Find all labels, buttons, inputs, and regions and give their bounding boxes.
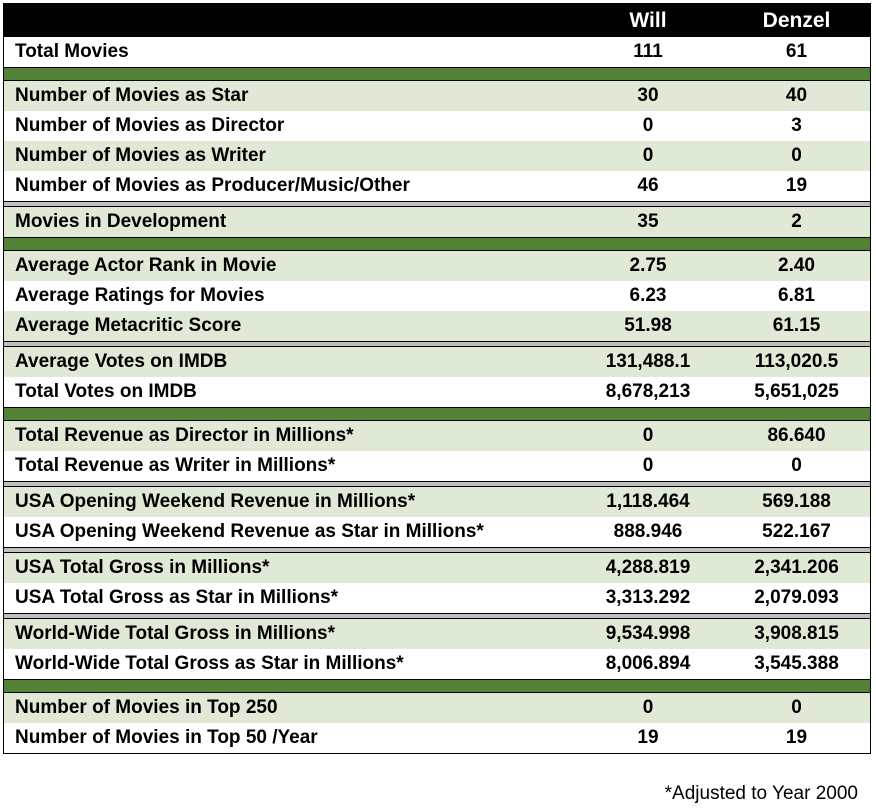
cell-denzel: 86.640 xyxy=(767,425,826,446)
section-divider-green xyxy=(4,407,870,421)
table-header: Will Denzel xyxy=(4,4,870,37)
table-row: USA Opening Weekend Revenue in Millions*… xyxy=(4,487,870,517)
row-label: Number of Movies in Top 50 /Year xyxy=(15,727,318,748)
table-row: Average Votes on IMDB 131,488.1 113,020.5 xyxy=(4,347,870,377)
cell-will: 30 xyxy=(637,85,659,106)
footnote: *Adjusted to Year 2000 xyxy=(664,783,858,804)
table-row: Number of Movies as Director 0 3 xyxy=(4,111,870,141)
header-denzel: Denzel xyxy=(762,8,831,32)
cell-will: 0 xyxy=(642,115,654,136)
table-row: USA Opening Weekend Revenue as Star in M… xyxy=(4,517,870,547)
row-label: Average Metacritic Score xyxy=(15,315,242,336)
cell-denzel: 569.188 xyxy=(762,491,831,512)
row-label: World-Wide Total Gross in Millions* xyxy=(15,623,336,644)
cell-will: 0 xyxy=(642,145,654,166)
cell-denzel: 2 xyxy=(791,211,802,232)
cell-denzel: 61.15 xyxy=(772,315,821,336)
row-label: Total Revenue as Writer in Millions* xyxy=(15,455,336,476)
row-label: Average Votes on IMDB xyxy=(15,351,228,372)
cell-will: 1,118.464 xyxy=(606,491,690,512)
section-divider-gray xyxy=(4,201,870,207)
table-row: USA Total Gross in Millions* 4,288.819 2,3… xyxy=(4,553,870,583)
section-divider-green xyxy=(4,237,870,251)
cell-will: 46 xyxy=(637,175,659,196)
table-row: USA Total Gross as Star in Millions* 3,31… xyxy=(4,583,870,613)
row-label: Movies in Development xyxy=(15,211,227,232)
section-divider-gray xyxy=(4,341,870,347)
cell-denzel: 2,341.206 xyxy=(754,557,839,578)
cell-will: 0 xyxy=(642,455,654,476)
cell-denzel: 522.167 xyxy=(762,521,831,542)
row-label: Number of Movies as Director xyxy=(15,115,285,136)
cell-denzel: 113,020.5 xyxy=(754,351,839,372)
cell-denzel: 2.40 xyxy=(778,255,815,276)
cell-will: 3,313.292 xyxy=(605,587,691,608)
table-row: Movies in Development 35 2 xyxy=(4,207,870,237)
cell-denzel: 3 xyxy=(791,115,802,136)
cell-denzel: 5,651,025 xyxy=(754,381,839,402)
row-label: USA Total Gross as Star in Millions* xyxy=(15,587,339,608)
cell-denzel: 3,908.815 xyxy=(754,623,839,644)
row-label: Total Revenue as Director in Millions* xyxy=(15,425,354,446)
section-divider-green xyxy=(4,679,870,693)
table-row: Number of Movies in Top 50 /Year 19 19 xyxy=(4,723,870,753)
row-label: Number of Movies in Top 250 xyxy=(15,697,278,718)
header-will: Will xyxy=(629,8,667,32)
cell-will: 111 xyxy=(633,41,663,62)
row-label: Number of Movies as Producer/Music/Other xyxy=(15,175,410,196)
cell-will: 9,534.998 xyxy=(605,623,691,644)
table-row: Number of Movies in Top 250 0 0 xyxy=(4,693,870,723)
cell-will: 131,488.1 xyxy=(605,351,691,372)
section-divider-gray xyxy=(4,613,870,619)
table-row: Total Revenue as Director in Millions* 0 8… xyxy=(4,421,870,451)
table-row: Total Revenue as Writer in Millions* 0 0 xyxy=(4,451,870,481)
cell-denzel: 61 xyxy=(785,41,808,62)
cell-denzel: 0 xyxy=(791,697,802,718)
table-row: World-Wide Total Gross in Millions* 9,534… xyxy=(4,619,870,649)
row-label: Average Ratings for Movies xyxy=(15,285,265,306)
cell-will: 35 xyxy=(637,211,659,232)
cell-will: 2.75 xyxy=(629,255,667,276)
row-label: Number of Movies as Star xyxy=(15,85,249,106)
cell-denzel: 0 xyxy=(791,145,802,166)
table-row: World-Wide Total Gross as Star in Millio… xyxy=(4,649,870,679)
section-divider-green xyxy=(4,67,870,81)
cell-denzel: 40 xyxy=(785,85,808,106)
table-row: Number of Movies as Star 30 40 xyxy=(4,81,870,111)
cell-denzel: 6.81 xyxy=(778,285,815,306)
comparison-table: Will Denzel Total Movies 111 61 Number of M… xyxy=(3,3,871,754)
section-divider-gray xyxy=(4,481,870,487)
table-row: Number of Movies as Writer 0 0 xyxy=(4,141,870,171)
cell-will: 6.23 xyxy=(629,285,667,306)
cell-denzel: 3,545.388 xyxy=(754,653,839,674)
row-label: Total Movies xyxy=(15,41,129,62)
cell-will: 8,006.894 xyxy=(605,653,691,674)
cell-will: 8,678,213 xyxy=(605,381,691,402)
cell-will: 0 xyxy=(642,425,654,446)
table-row: Average Metacritic Score 51.98 61.15 xyxy=(4,311,870,341)
table-row: Total Votes on IMDB 8,678,213 5,651,025 xyxy=(4,377,870,407)
cell-denzel: 2,079.093 xyxy=(754,587,839,608)
row-label: Total Votes on IMDB xyxy=(15,381,197,402)
table-row: Average Actor Rank in Movie 2.75 2.40 xyxy=(4,251,870,281)
section-divider-gray xyxy=(4,547,870,553)
table-body: Total Movies 111 61 Number of Movies as Sta… xyxy=(4,37,870,753)
cell-will: 888.946 xyxy=(613,521,683,542)
cell-will: 51.98 xyxy=(624,315,672,336)
cell-will: 19 xyxy=(637,727,659,748)
cell-will: 0 xyxy=(642,697,654,718)
cell-denzel: 19 xyxy=(785,175,808,196)
row-label: USA Opening Weekend Revenue in Millions* xyxy=(15,491,416,512)
row-label: World-Wide Total Gross as Star in Millio… xyxy=(15,653,404,674)
table-row: Average Ratings for Movies 6.23 6.81 xyxy=(4,281,870,311)
table-row: Number of Movies as Producer/Music/Other… xyxy=(4,171,870,201)
table-row: Total Movies 111 61 xyxy=(4,37,870,67)
cell-denzel: 19 xyxy=(785,727,808,748)
row-label: Average Actor Rank in Movie xyxy=(15,255,277,276)
row-label: Number of Movies as Writer xyxy=(15,145,266,166)
cell-denzel: 0 xyxy=(791,455,802,476)
row-label: USA Opening Weekend Revenue as Star in M… xyxy=(15,521,484,542)
row-label: USA Total Gross in Millions* xyxy=(15,557,270,578)
cell-will: 4,288.819 xyxy=(605,557,691,578)
